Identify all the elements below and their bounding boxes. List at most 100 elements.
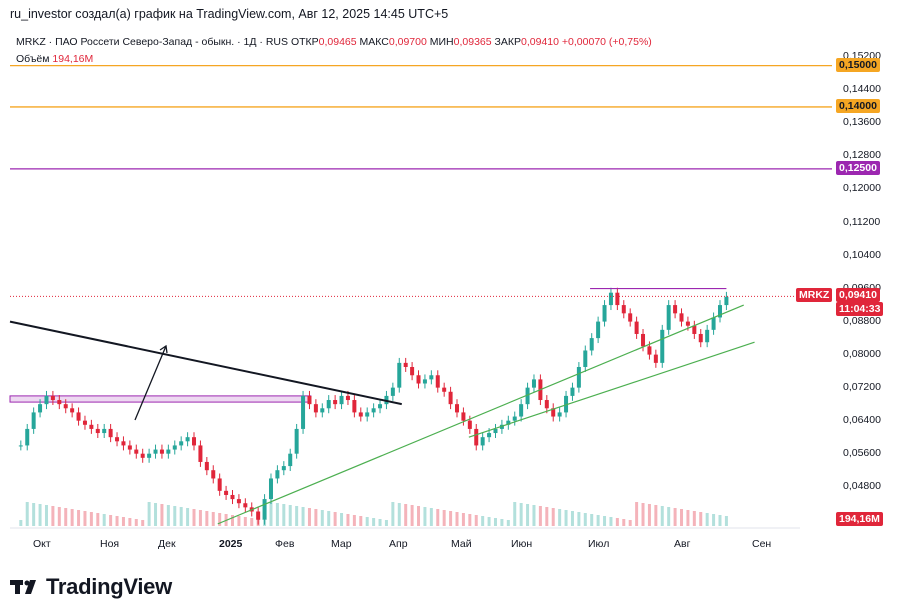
volume-bar: [609, 517, 613, 526]
tradingview-logo-text: TradingView: [46, 574, 172, 599]
volume-bar: [577, 512, 581, 526]
level-price-tag: 0,12500: [836, 160, 880, 175]
volume-bar: [615, 518, 619, 526]
candle-body: [506, 420, 511, 425]
tradingview-logo-icon: [10, 580, 36, 594]
volume-tag: 194,16M: [836, 512, 883, 526]
volume-bar: [391, 502, 395, 526]
price-tick-label: 0,06400: [843, 413, 881, 426]
volume-bar: [513, 502, 517, 526]
price-tick-label: 0,14400: [843, 83, 881, 96]
volume-bar: [506, 520, 510, 526]
trend-line-0: [9, 320, 402, 406]
candle-body: [512, 416, 517, 421]
volume-bar: [340, 513, 344, 526]
volume-bar: [622, 519, 626, 526]
volume-bar: [89, 512, 93, 526]
volume-bar: [96, 513, 100, 526]
open-label: ОТКР: [290, 36, 319, 48]
volume-bar: [198, 510, 202, 526]
candle-body: [352, 400, 357, 413]
volume-bar: [64, 508, 68, 526]
candle-body: [204, 461, 209, 471]
candle-body: [50, 395, 55, 401]
candle-body: [634, 321, 639, 334]
volume-bar: [346, 514, 350, 526]
candle-body: [544, 400, 549, 409]
candle-body: [159, 449, 164, 454]
candle-body: [179, 441, 184, 446]
volume-bar: [647, 504, 651, 526]
candle-body: [422, 379, 427, 384]
candle-body: [288, 453, 293, 467]
candle-body: [313, 404, 318, 413]
candle-body: [339, 395, 344, 405]
candle-body: [18, 445, 23, 447]
candle-body: [63, 404, 68, 409]
high-value: 0,09700: [388, 36, 427, 48]
price-chart[interactable]: [0, 0, 912, 560]
volume-value: 194,16M: [52, 53, 94, 65]
volume-bar: [211, 512, 215, 526]
candle-body: [711, 317, 716, 330]
candle-body: [564, 395, 569, 413]
tradingview-logo[interactable]: TradingView: [10, 574, 172, 600]
candle-body: [628, 313, 633, 322]
candle-body: [461, 412, 466, 421]
candle-body: [256, 511, 261, 520]
candle-body: [281, 466, 286, 471]
candle-body: [467, 420, 472, 429]
time-tick-label: Окт: [33, 538, 51, 550]
volume-bar: [500, 519, 504, 526]
candle-body: [301, 395, 306, 429]
candle-body: [602, 305, 607, 322]
candle-body: [166, 449, 171, 454]
volume-bar: [314, 509, 318, 526]
candle-body: [70, 408, 75, 413]
volume-bar: [205, 511, 209, 526]
volume-bar: [692, 511, 696, 526]
candle-body: [583, 350, 588, 367]
candle-body: [243, 503, 248, 508]
candle-body: [320, 408, 325, 413]
volume-bar: [532, 505, 536, 526]
time-tick-label: Дек: [158, 538, 176, 550]
volume-bar: [250, 518, 254, 526]
volume-bar: [134, 519, 138, 526]
candle-body: [211, 470, 216, 479]
candle-body: [698, 333, 703, 343]
resistance-zone: [9, 395, 312, 403]
time-tick-label: Май: [451, 538, 472, 550]
candle-body: [371, 408, 376, 413]
volume-bar: [442, 510, 446, 526]
volume-bar: [25, 502, 29, 526]
candle-body: [435, 375, 440, 388]
candle-body: [685, 321, 690, 326]
volume-bar: [237, 516, 241, 526]
candle-body: [147, 453, 152, 458]
candle-body: [82, 420, 87, 425]
volume-bar: [173, 506, 177, 526]
volume-bar: [295, 506, 299, 526]
price-tick-label: 0,08000: [843, 347, 881, 360]
volume-bar: [699, 512, 703, 526]
volume-bar: [301, 507, 305, 526]
volume-bar: [186, 508, 190, 526]
volume-bar: [243, 517, 247, 526]
volume-bar: [538, 506, 542, 526]
time-tick-label: Апр: [389, 538, 408, 550]
volume-bar: [551, 508, 555, 526]
volume-bar: [154, 503, 158, 526]
candle-body: [448, 391, 453, 405]
candle-body: [57, 400, 62, 405]
candle-body: [224, 490, 229, 495]
volume-bar: [673, 508, 677, 526]
volume-bar: [545, 507, 549, 526]
volume-bar: [372, 518, 376, 526]
candle-body: [416, 375, 421, 384]
candle-body: [679, 313, 684, 322]
volume-bar: [474, 515, 478, 526]
volume-bar: [57, 507, 61, 526]
volume-bar: [667, 507, 671, 526]
price-tick-label: 0,12800: [843, 149, 881, 162]
